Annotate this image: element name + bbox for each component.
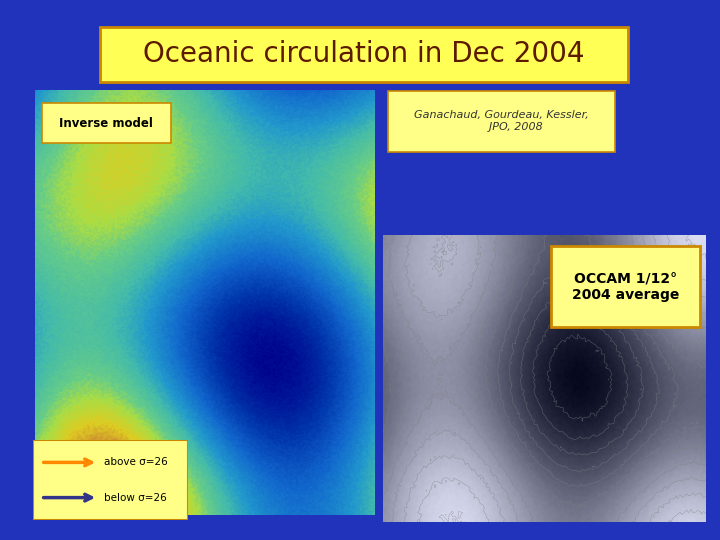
Text: above σ=26: above σ=26 bbox=[104, 457, 168, 468]
Text: Inverse model: Inverse model bbox=[60, 117, 153, 130]
FancyBboxPatch shape bbox=[551, 246, 700, 327]
FancyBboxPatch shape bbox=[42, 103, 171, 143]
FancyBboxPatch shape bbox=[33, 440, 188, 520]
FancyBboxPatch shape bbox=[388, 91, 615, 152]
Text: below σ=26: below σ=26 bbox=[104, 492, 167, 503]
Text: Ganachaud, Gourdeau, Kessler,
        JPO, 2008: Ganachaud, Gourdeau, Kessler, JPO, 2008 bbox=[414, 111, 589, 132]
Text: OCCAM 1/12°
2004 average: OCCAM 1/12° 2004 average bbox=[572, 272, 679, 302]
Text: Oceanic circulation in Dec 2004: Oceanic circulation in Dec 2004 bbox=[143, 40, 585, 69]
Bar bbox=[100, 27, 628, 82]
